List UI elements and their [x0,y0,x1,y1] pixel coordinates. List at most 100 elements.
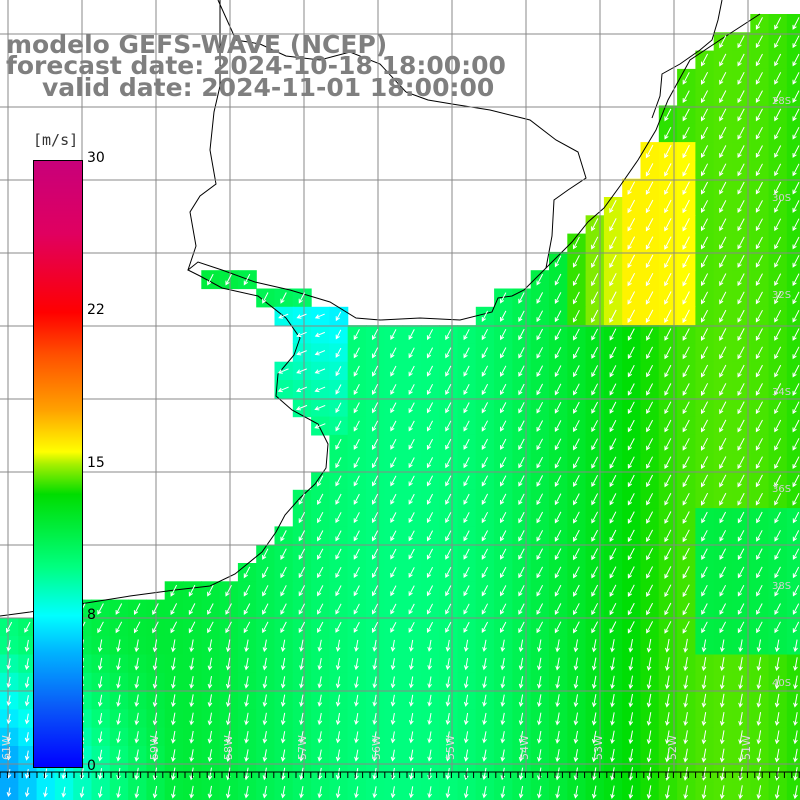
wind-arrow [609,529,617,543]
wind-arrow [500,402,507,414]
wind-arrow [573,675,579,689]
wind-arrow [591,639,597,653]
wind-arrow [774,383,782,396]
wind-arrow [335,366,342,377]
wind-arrow [756,548,763,561]
wind-arrow [701,181,709,195]
wind-arrow [573,621,580,634]
wind-arrow [536,292,544,304]
wind-arrow [207,657,213,671]
coastline [0,0,761,617]
wind-arrow [188,603,196,616]
wind-arrow [737,145,745,159]
wind-arrow [792,145,800,158]
wind-arrow [665,657,670,672]
wind-arrow [445,383,452,396]
wind-arrow [426,585,434,597]
wind-arrow [627,218,636,232]
wind-arrow [609,199,617,214]
wind-arrow [152,639,158,653]
wind-arrow [500,475,507,487]
wind-arrow [481,402,489,414]
wind-cell [786,14,800,33]
wind-arrow [792,511,800,524]
wind-arrow [591,401,599,414]
wind-arrow [701,291,709,305]
wind-arrow [719,309,727,323]
lon-label: 52W [666,735,679,760]
lat-label: 30S [772,193,791,204]
wind-arrow [353,585,360,597]
wind-arrow [296,331,307,338]
wind-arrow [591,438,599,451]
wind-arrow [335,603,342,615]
wind-arrow [152,785,158,799]
wind-arrow [463,676,469,689]
wind-arrow [335,329,342,340]
wind-arrow [427,786,432,799]
wind-arrow [409,786,414,799]
wind-arrow [335,311,342,322]
wind-arrow [774,328,782,341]
wind-arrow [372,365,379,377]
wind-arrow [409,731,414,744]
wind-arrow [646,456,654,469]
wind-arrow [737,492,745,506]
wind-arrow [171,694,176,708]
wind-cell [786,508,800,527]
wind-arrow [463,493,470,505]
wind-arrow [536,401,544,414]
wind-arrow [737,364,745,378]
wind-arrow [280,694,286,707]
wind-arrow [554,401,562,414]
wind-arrow [133,621,141,634]
wind-arrow [518,566,525,579]
wind-arrow [426,603,434,615]
wind-arrow [317,585,324,597]
wind-arrow [573,566,580,579]
wind-arrow [591,566,599,579]
wind-arrow [537,730,542,744]
colorbar-tick-8: 8 [87,607,96,623]
wind-arrow [335,512,342,524]
wind-arrow [171,767,176,781]
wind-arrow [701,657,707,672]
wind-arrow [426,438,434,450]
wind-arrow [555,639,560,653]
wind-arrow [573,749,579,763]
wind-arrow [683,766,688,781]
wind-arrow [701,621,708,634]
wind-arrow [335,566,342,579]
wind-arrow [719,218,727,232]
wind-arrow [554,566,562,579]
wind-arrow [445,493,452,505]
wind-arrow [646,767,652,781]
wind-arrow [756,785,762,800]
wind-arrow [408,567,415,578]
wind-arrow [225,694,231,708]
wind-arrow [280,621,287,634]
wind-arrow [427,639,432,652]
wind-arrow [793,639,798,653]
wind-arrow [335,767,341,781]
wind-arrow [225,676,231,689]
wind-arrow [500,566,507,579]
wind-arrow [537,639,542,653]
wind-arrow [463,329,470,341]
wind-arrow [591,236,599,250]
wind-arrow [372,566,379,579]
latitude-labels: 28S 30S 32S 34S 36S 38S 40S [772,96,791,689]
map-frame [0,771,800,778]
wind-arrow [701,419,709,433]
wind-arrow [335,347,342,358]
wind-arrow [591,291,599,305]
wind-arrow [683,638,688,653]
wind-arrow [609,328,617,341]
wind-arrow [645,199,654,214]
wind-arrow [665,693,670,708]
wind-arrow [536,603,544,615]
wind-arrow [314,368,326,374]
wind-arrow [262,292,269,304]
wind-arrow [353,402,360,414]
wind-arrow [719,530,727,542]
